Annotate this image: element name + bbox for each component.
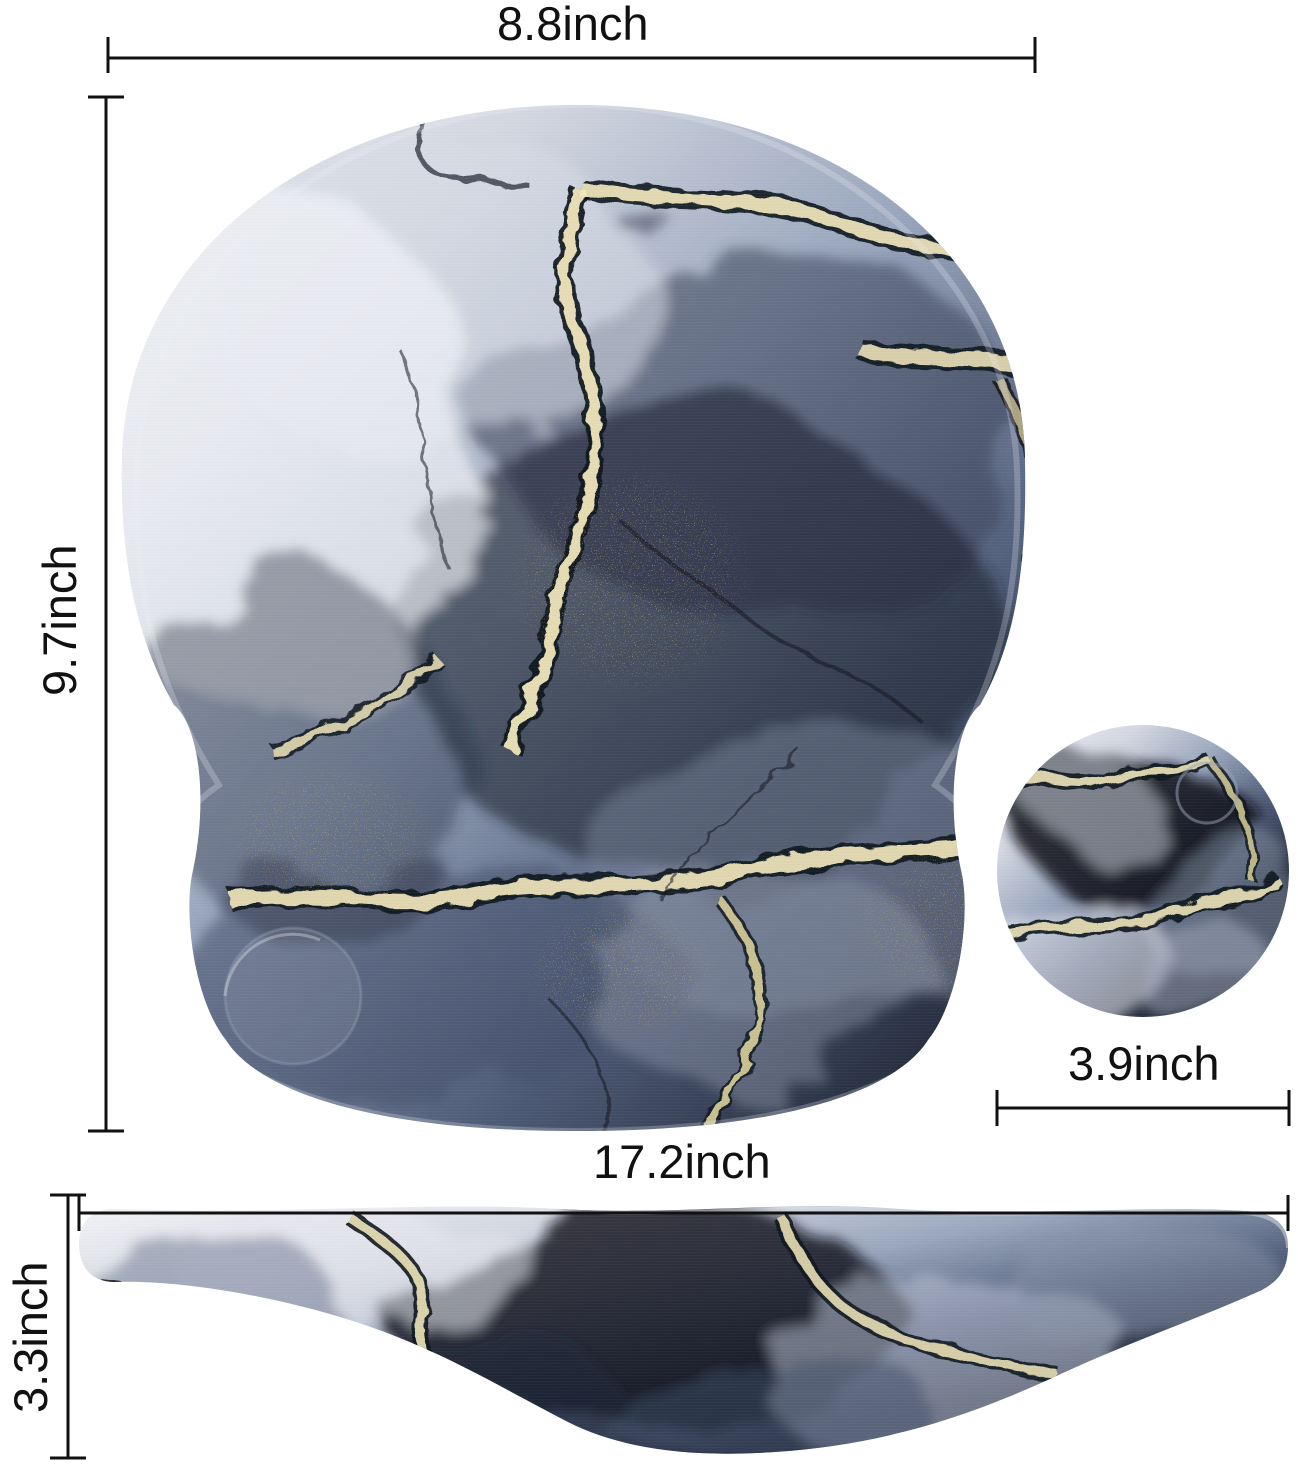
svg-text:3.3inch: 3.3inch <box>4 1261 57 1413</box>
svg-text:9.7inch: 9.7inch <box>33 544 86 696</box>
